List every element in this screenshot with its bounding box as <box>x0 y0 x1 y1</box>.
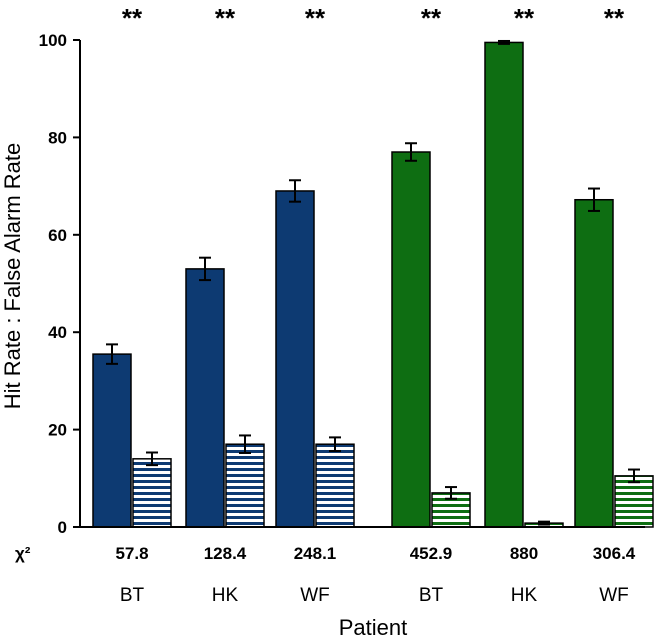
chi-square-value: 880 <box>510 544 538 563</box>
x-axis-labels: 57.8 BT 128.4 HK 248.1 WF 452.9 BT 880 HK 306.4 WF <box>115 544 635 606</box>
chi-square-value: 306.4 <box>593 544 636 563</box>
error-bar <box>445 486 457 500</box>
patient-label: HK <box>511 585 538 606</box>
error-bar <box>588 187 600 212</box>
hit-rate-bar <box>574 198 614 528</box>
error-bar <box>498 39 510 45</box>
chi-square-value: 248.1 <box>294 544 337 563</box>
y-tick-label: 60 <box>48 226 67 245</box>
x-axis-title: Patient <box>339 615 408 640</box>
bars <box>92 39 654 528</box>
patient-label: HK <box>212 585 239 606</box>
error-bar <box>146 451 158 467</box>
chi-square-label: χ² <box>15 544 31 563</box>
error-bar <box>405 142 417 162</box>
y-tick-label: 20 <box>48 421 67 440</box>
false-alarm-bar <box>132 458 172 528</box>
error-bar <box>106 343 118 365</box>
error-bar <box>289 179 301 203</box>
significance-markers: ** ** ** ** ** ** <box>122 3 625 33</box>
hit-rate-bar <box>484 41 524 528</box>
error-bar <box>199 256 211 282</box>
significance-marker: ** <box>421 3 442 33</box>
false-alarm-bar <box>225 443 265 528</box>
false-alarm-bar <box>614 475 654 528</box>
significance-marker: ** <box>215 3 236 33</box>
y-axis-ticks: 0 20 40 60 80 100 <box>39 31 80 537</box>
chi-square-value: 57.8 <box>115 544 148 563</box>
significance-marker: ** <box>305 3 326 33</box>
significance-marker: ** <box>604 3 625 33</box>
hit-rate-bar <box>391 151 431 528</box>
hit-rate-bar <box>92 353 132 528</box>
hit-rate-bar <box>185 268 225 528</box>
false-alarm-bar <box>315 443 355 528</box>
error-bar <box>329 436 341 453</box>
error-bar <box>538 520 550 526</box>
patient-label: BT <box>120 585 145 606</box>
chi-square-value: 452.9 <box>410 544 453 563</box>
y-tick-label: 0 <box>58 518 67 537</box>
significance-marker: ** <box>122 3 143 33</box>
error-bar <box>628 468 640 484</box>
patient-label: WF <box>599 585 629 606</box>
significance-marker: ** <box>514 3 535 33</box>
y-axis-title: Hit Rate : False Alarm Rate <box>0 143 25 410</box>
chi-square-value: 128.4 <box>204 544 247 563</box>
hit-rate-bar <box>275 190 315 528</box>
y-tick-label: 100 <box>39 31 67 50</box>
y-tick-label: 80 <box>48 128 67 147</box>
patient-label: BT <box>419 585 444 606</box>
y-tick-label: 40 <box>48 323 67 342</box>
error-bar <box>239 434 251 454</box>
patient-label: WF <box>300 585 330 606</box>
